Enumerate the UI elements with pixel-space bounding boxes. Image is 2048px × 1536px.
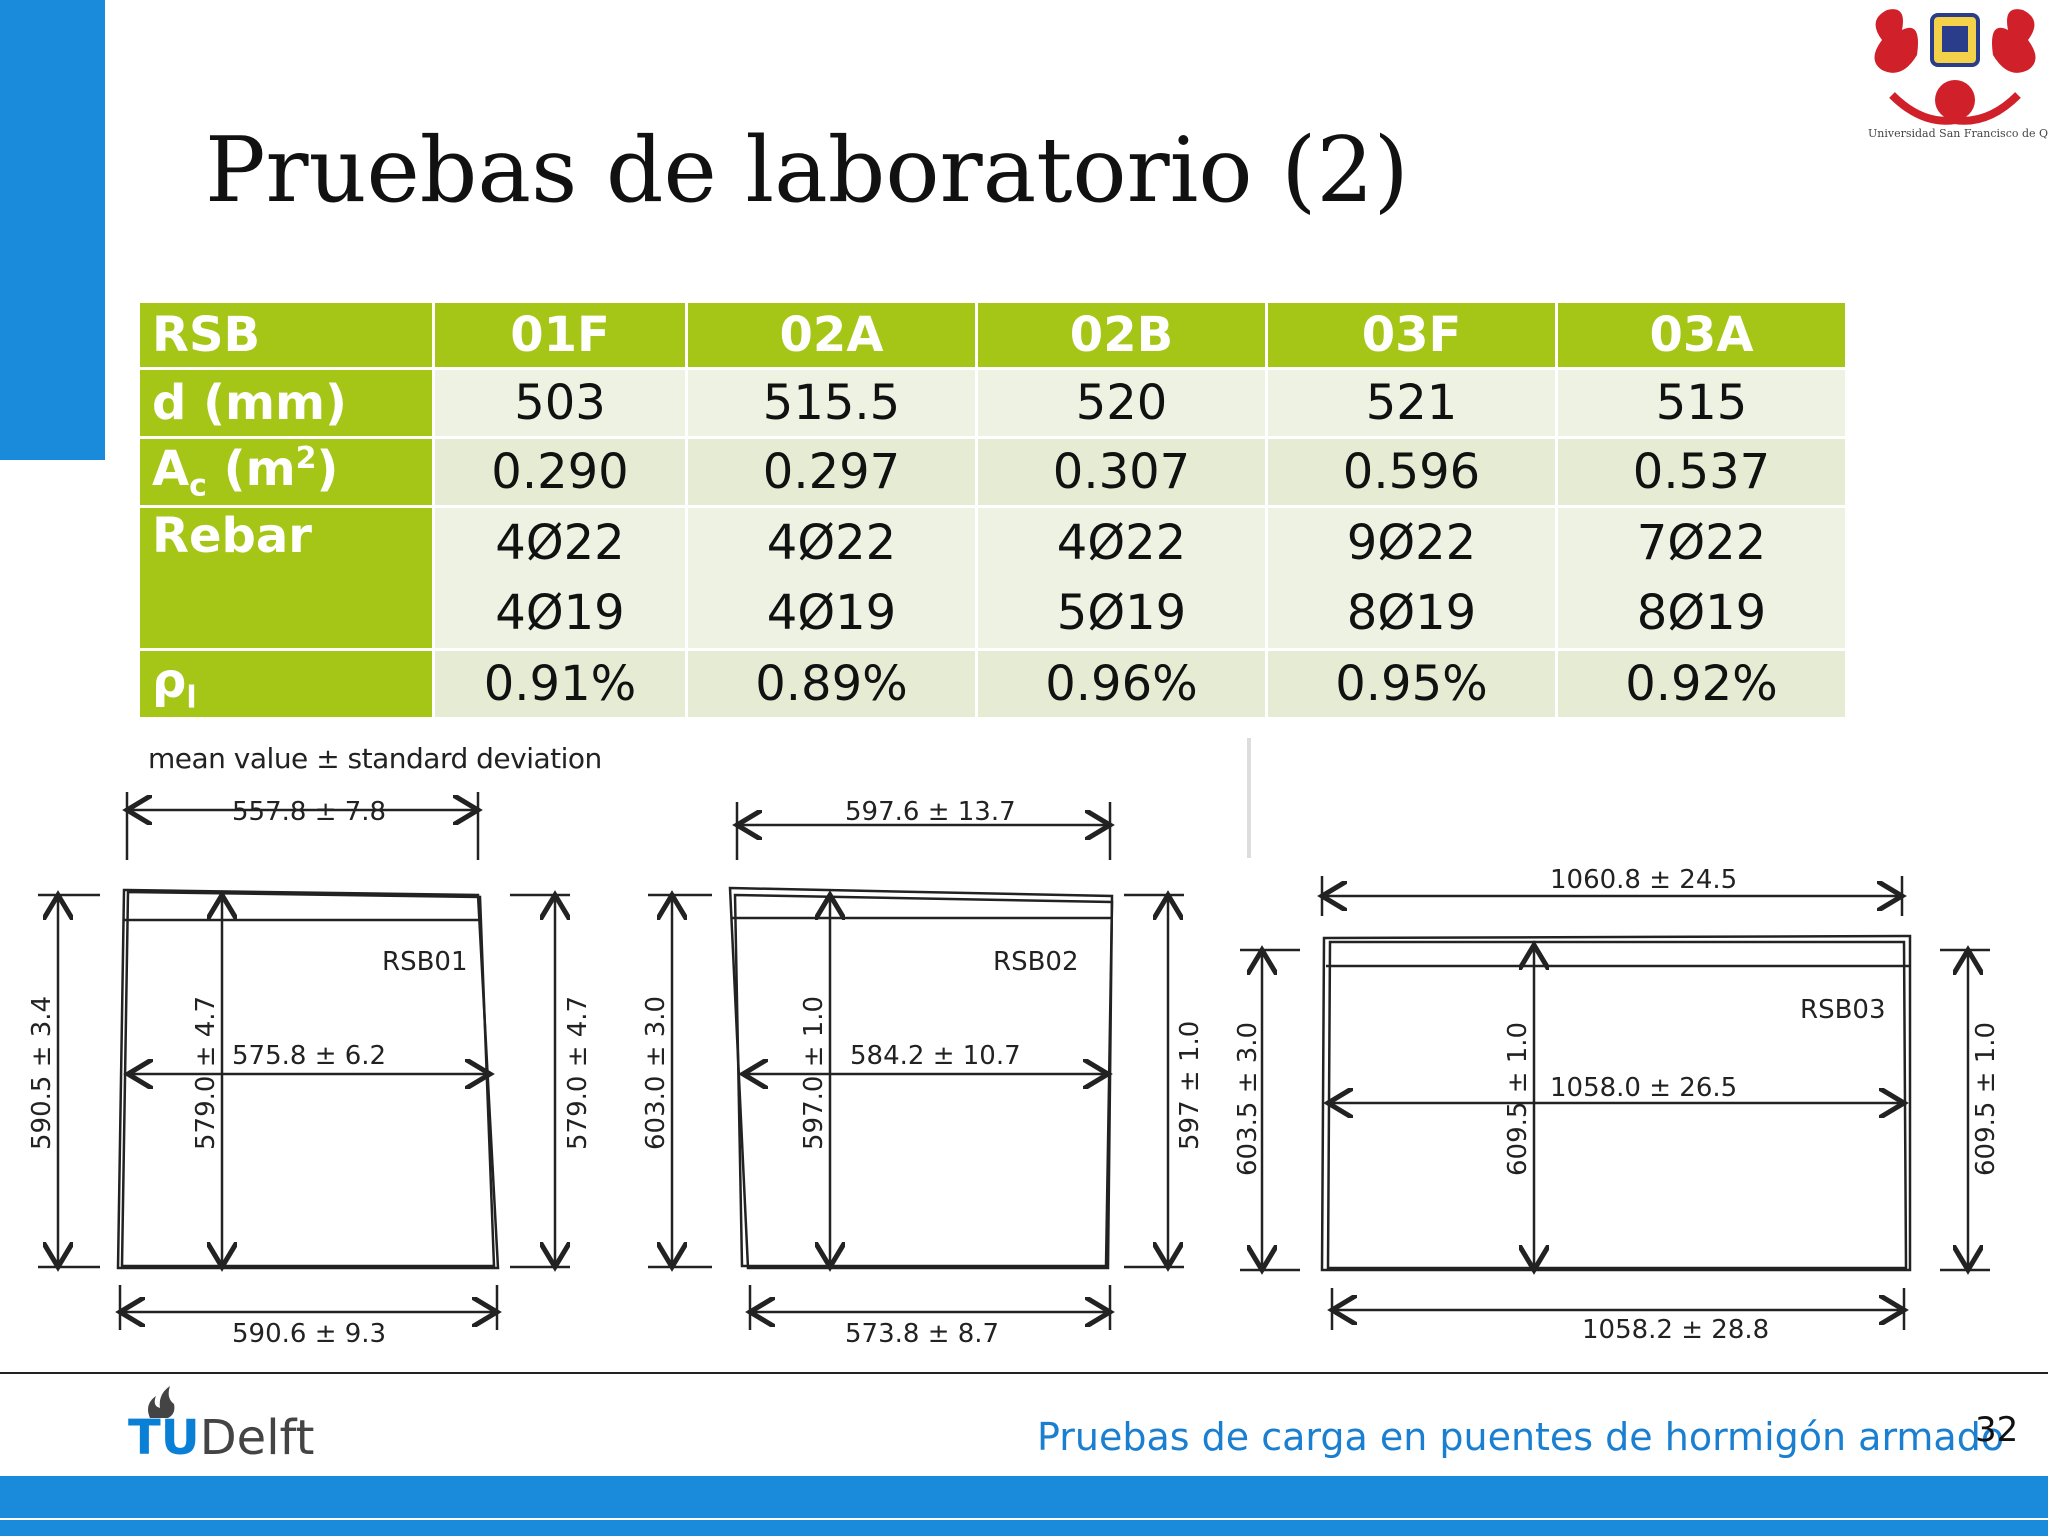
cross-section-drawings: 557.8 ± 7.8 RSB01 575.8 ± 6.2 590.6 ± 9.… (27, 792, 2001, 1349)
rsb03-right-dimension: 609.5 ± 1.0 (1971, 1022, 2001, 1176)
table-header-cell: 02A (688, 303, 975, 367)
rebar-bottom: 4Ø19 (766, 585, 897, 641)
rsb01-bottom-dimension: 590.6 ± 9.3 (232, 1319, 386, 1349)
rsb02-bottom-dimension: 573.8 ± 8.7 (845, 1319, 999, 1349)
rsb03-mid-dimension: 1058.0 ± 26.5 (1550, 1073, 1737, 1103)
footer-band (0, 1476, 2048, 1518)
rho-subscript: l (186, 680, 197, 716)
rsb02-top-dimension: 597.6 ± 13.7 (845, 797, 1016, 827)
university-logo-icon (1874, 9, 2036, 125)
table-cell: 4Ø22 5Ø19 (978, 508, 1265, 648)
table-cell: 0.92% (1558, 651, 1845, 717)
side-accent-bar (0, 0, 105, 460)
table-cell: 0.596 (1268, 439, 1555, 505)
table-row: d (mm) 503 515.5 520 521 515 (140, 370, 1845, 436)
rebar-bottom: 8Ø19 (1636, 585, 1767, 641)
table-cell: 0.297 (688, 439, 975, 505)
rebar-bottom: 8Ø19 (1346, 585, 1477, 641)
rsb02-drawing (648, 802, 1184, 1330)
rsb01-label: RSB01 (382, 947, 468, 977)
table-cell: 0.290 (435, 439, 685, 505)
rsb02-inner-dimension: 597.0 ± 1.0 (799, 996, 829, 1150)
logo-tu: TU (128, 1410, 200, 1466)
ac-superscript: 2 (295, 440, 317, 476)
drawing-note: mean value ± standard deviation (148, 742, 602, 775)
footer-title: Pruebas de carga en puentes de hormigón … (1037, 1415, 2005, 1459)
rebar-bottom: 4Ø19 (495, 585, 625, 641)
table-cell: 0.96% (978, 651, 1265, 717)
rsb01-mid-dimension: 575.8 ± 6.2 (232, 1041, 386, 1071)
ac-unit-close: ) (316, 440, 339, 497)
specimen-table: RSB 01F 02A 02B 03F 03A d (mm) 503 515.5… (137, 300, 1848, 720)
rsb01-drawing (38, 792, 570, 1330)
rsb03-bottom-dimension: 1058.2 ± 28.8 (1582, 1315, 1769, 1345)
table-cell: 0.89% (688, 651, 975, 717)
row-label-d: d (mm) (140, 370, 432, 436)
table-cell: 0.95% (1268, 651, 1555, 717)
table-header-cell: RSB (140, 303, 432, 367)
table-header-cell: 03A (1558, 303, 1845, 367)
rsb03-top-dimension: 1060.8 ± 24.5 (1550, 865, 1737, 895)
rsb03-inner-dimension: 609.5 ± 1.0 (1503, 1022, 1533, 1176)
table-cell: 0.91% (435, 651, 685, 717)
table-row: Ac (m2) 0.290 0.297 0.307 0.596 0.537 (140, 439, 1845, 505)
footer-band-lower (0, 1520, 2048, 1536)
ac-unit: (m (206, 440, 296, 497)
table-cell: 503 (435, 370, 685, 436)
table-header-row: RSB 01F 02A 02B 03F 03A (140, 303, 1845, 367)
slide-title: Pruebas de laboratorio (2) (205, 118, 1409, 223)
table-row: Rebar 4Ø22 4Ø19 4Ø22 4Ø19 4Ø22 5Ø19 9Ø22 8Ø1… (140, 508, 1845, 648)
rsb03-left-dimension: 603.5 ± 3.0 (1233, 1022, 1263, 1176)
ac-symbol: A (152, 440, 190, 497)
table-header-cell: 03F (1268, 303, 1555, 367)
logo-delft: Delft (199, 1410, 315, 1466)
table-header-cell: 01F (435, 303, 685, 367)
page-number: 32 (1975, 1410, 2019, 1450)
table-cell: 521 (1268, 370, 1555, 436)
logo-caption: Universidad San Francisco de Quito (1868, 127, 2048, 140)
rsb01-inner-dimension: 579.0 ± 4.7 (191, 996, 221, 1150)
table-cell: 0.537 (1558, 439, 1845, 505)
rebar-bottom: 5Ø19 (1056, 585, 1187, 641)
rsb02-mid-dimension: 584.2 ± 10.7 (850, 1041, 1021, 1071)
row-label-rebar: Rebar (140, 508, 432, 648)
flame-icon (148, 1386, 175, 1418)
tudelft-logo: TUDelft (128, 1410, 314, 1466)
rebar-top: 4Ø22 (495, 515, 625, 571)
rebar-top: 4Ø22 (766, 515, 897, 571)
rsb01-right-dimension: 579.0 ± 4.7 (563, 996, 593, 1150)
table-cell: 515 (1558, 370, 1845, 436)
row-label-ac: Ac (m2) (140, 439, 432, 505)
rsb01-left-dimension: 590.5 ± 3.4 (27, 996, 57, 1150)
table-cell: 4Ø22 4Ø19 (435, 508, 685, 648)
rsb02-right-dimension: 597 ± 1.0 (1175, 1021, 1205, 1150)
rebar-top: 7Ø22 (1636, 515, 1767, 571)
table-cell: 0.307 (978, 439, 1265, 505)
footer-rule (0, 1372, 2048, 1374)
ac-subscript: c (189, 468, 207, 504)
row-label-rho: ρl (140, 651, 432, 717)
table-cell: 7Ø22 8Ø19 (1558, 508, 1845, 648)
table-header-cell: 02B (978, 303, 1265, 367)
rsb02-left-dimension: 603.0 ± 3.0 (641, 996, 671, 1150)
rsb03-drawing (1240, 876, 1990, 1330)
rebar-top: 4Ø22 (1056, 515, 1187, 571)
table-cell: 520 (978, 370, 1265, 436)
rsb03-label: RSB03 (1800, 995, 1886, 1025)
table-row: ρl 0.91% 0.89% 0.96% 0.95% 0.92% (140, 651, 1845, 717)
rho-symbol: ρ (152, 652, 187, 709)
rsb01-top-dimension: 557.8 ± 7.8 (232, 797, 386, 827)
rsb02-label: RSB02 (993, 947, 1079, 977)
rebar-top: 9Ø22 (1346, 515, 1477, 571)
table-cell: 9Ø22 8Ø19 (1268, 508, 1555, 648)
divider (1247, 738, 1251, 858)
table-cell: 4Ø22 4Ø19 (688, 508, 975, 648)
table-cell: 515.5 (688, 370, 975, 436)
